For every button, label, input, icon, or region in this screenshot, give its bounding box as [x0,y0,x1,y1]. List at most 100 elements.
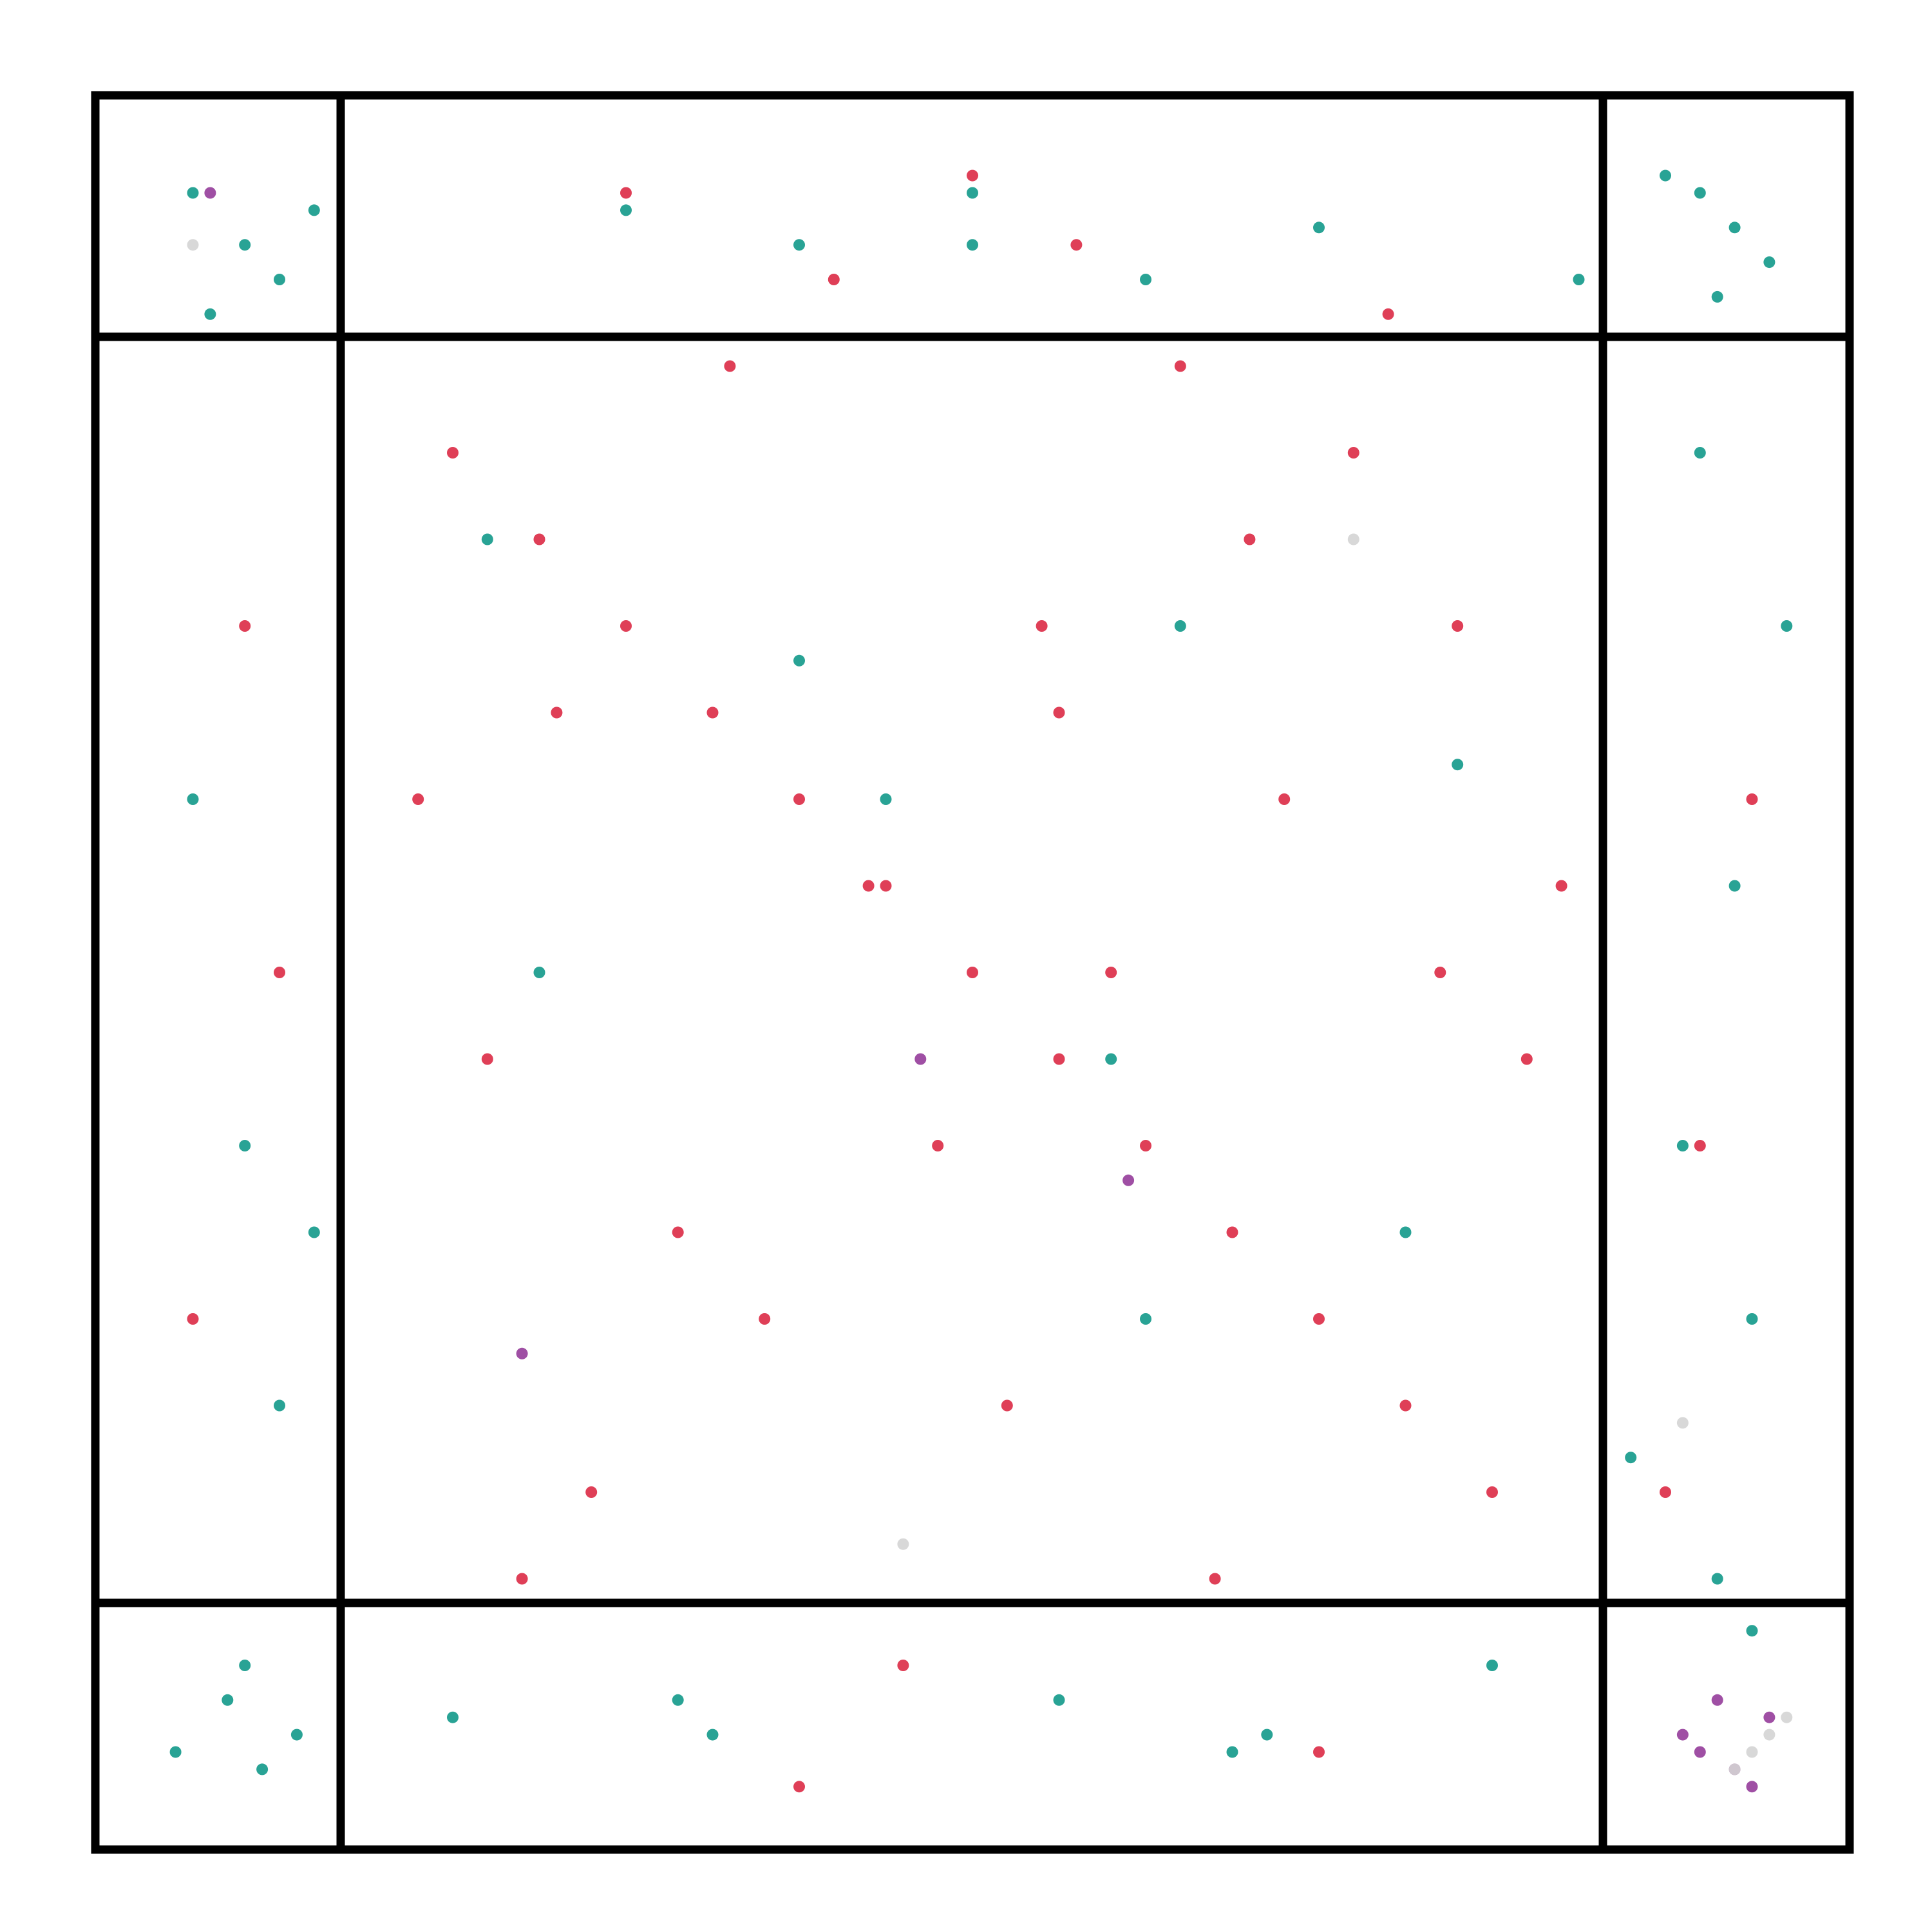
point [169,1746,182,1758]
point [1053,1053,1065,1065]
point [1226,1746,1238,1758]
point [222,1694,234,1706]
point [1694,1746,1706,1758]
point [1036,620,1048,632]
point [1763,256,1776,269]
point [967,967,978,978]
point [1746,1781,1758,1793]
point [187,1313,199,1325]
point [932,1140,944,1151]
point [204,187,216,199]
point [1053,1694,1065,1706]
point [1711,290,1723,303]
point [672,1694,684,1706]
point [1486,1660,1498,1671]
point [239,620,251,632]
point [1746,1313,1758,1325]
point [1174,360,1186,372]
point [551,706,563,719]
points [169,169,1793,1793]
point [204,308,216,320]
point [1001,1399,1013,1412]
point [1676,1140,1689,1151]
point [1660,169,1671,182]
point [1711,1694,1723,1706]
point [274,274,285,285]
point [1694,187,1706,199]
point [967,187,978,199]
point [1746,1746,1758,1758]
point [1781,1711,1793,1723]
point [447,447,459,459]
point [1140,1313,1151,1325]
point [256,1763,269,1776]
point [1728,1763,1741,1776]
point [1728,880,1741,892]
point [620,187,632,199]
point [1244,533,1256,545]
point [516,1573,528,1585]
point [239,1140,251,1151]
point [1694,447,1706,459]
point [533,533,545,545]
point [1347,533,1359,545]
point [481,533,493,545]
point [1676,1417,1689,1429]
point [1728,222,1741,234]
point [828,274,840,285]
point [1452,620,1464,632]
point [1070,239,1083,251]
point [1694,1140,1706,1151]
point [1555,880,1567,892]
point [290,1728,303,1741]
point [672,1226,684,1238]
point [967,239,978,251]
point [1122,1174,1135,1186]
point [1226,1226,1238,1238]
point [724,360,736,372]
point [1174,620,1186,632]
point [308,1226,320,1238]
point [1053,706,1065,719]
point [793,793,805,805]
point [897,1660,909,1671]
point [880,880,892,892]
point [706,706,719,719]
point [706,1728,719,1741]
point [1746,1625,1758,1637]
point [793,239,805,251]
point [793,654,805,667]
point [239,1660,251,1671]
point [187,793,199,805]
point [1763,1711,1776,1723]
point [533,967,545,978]
arena-border [91,91,1854,1854]
point [1660,1486,1671,1498]
point [620,204,632,216]
point [1399,1226,1412,1238]
point [1746,793,1758,805]
point [1313,1313,1325,1325]
point [1261,1728,1273,1741]
point [1763,1728,1776,1741]
point [1711,1573,1723,1585]
point [274,1399,285,1412]
point [1313,1746,1325,1758]
point [1347,447,1359,459]
point [585,1486,598,1498]
point [187,187,199,199]
point [1105,967,1117,978]
point [862,880,875,892]
point [1452,759,1464,771]
point [308,204,320,216]
point [1278,793,1291,805]
point [516,1347,528,1359]
point [897,1538,909,1550]
arena-frame [91,91,1854,1854]
point [481,1053,493,1065]
point [1209,1573,1221,1585]
point [1105,1053,1117,1065]
point [1434,967,1446,978]
point [759,1313,771,1325]
